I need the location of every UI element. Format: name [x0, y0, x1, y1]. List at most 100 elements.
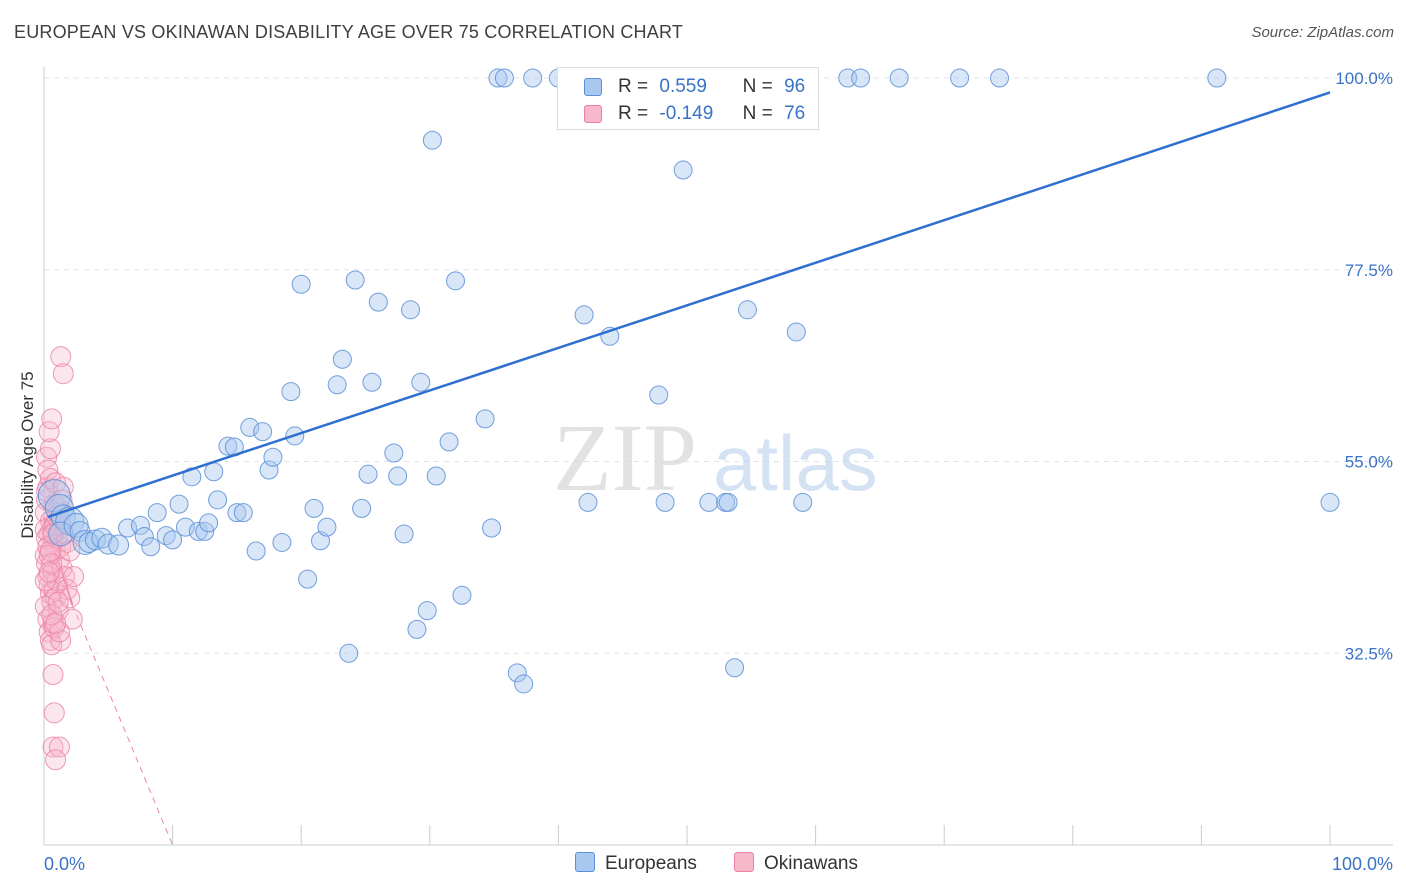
european-point: [384, 443, 404, 463]
okinawan-point: [52, 363, 74, 385]
european-point: [786, 322, 806, 342]
european-point: [655, 492, 675, 512]
correlation-legend: R = 0.559 N = 96 R = -0.149 N = 76: [557, 67, 819, 130]
european-point: [263, 447, 283, 467]
y-tick-label: 55.0%: [1345, 453, 1393, 472]
european-point: [169, 494, 189, 514]
european-point: [507, 663, 527, 683]
okinawan-point: [39, 438, 61, 460]
european-point: [48, 521, 74, 547]
european-point: [737, 300, 757, 320]
european-point: [175, 517, 195, 537]
european-point: [141, 537, 161, 557]
european-point: [439, 432, 459, 452]
europeans-r-label: R =: [618, 76, 649, 97]
okinawans-r-value: -0.149: [659, 103, 714, 124]
okinawan-point: [34, 595, 56, 617]
european-point: [327, 375, 347, 395]
european-point: [182, 467, 202, 487]
okinawan-point: [42, 664, 64, 686]
okinawan-point: [37, 459, 59, 481]
european-point: [134, 526, 154, 546]
european-point: [227, 503, 247, 523]
okinawans-legend-label: Okinawans: [764, 853, 858, 874]
y-tick-label: 100.0%: [1335, 69, 1393, 88]
europeans-points: [37, 68, 1340, 694]
european-point: [332, 349, 352, 369]
european-point: [388, 466, 408, 486]
european-point: [253, 422, 273, 442]
source-label: Source: ZipAtlas.com: [1251, 24, 1394, 41]
chart-title: EUROPEAN VS OKINAWAN DISABILITY AGE OVER…: [14, 22, 684, 42]
european-point: [452, 585, 472, 605]
okinawan-point: [48, 736, 70, 758]
x-tick-label: 0.0%: [44, 854, 85, 874]
okinawan-point: [43, 702, 65, 724]
european-point: [1320, 492, 1340, 512]
european-point: [407, 619, 427, 639]
okinawan-point: [38, 561, 60, 583]
european-point: [514, 674, 534, 694]
okinawans-points: [34, 346, 85, 771]
european-point: [482, 518, 502, 538]
european-point: [218, 436, 238, 456]
european-point: [291, 274, 311, 294]
european-point: [108, 534, 130, 556]
legend-item-europeans[interactable]: Europeans: [575, 852, 697, 875]
european-point: [718, 492, 738, 512]
okinawan-point: [41, 408, 63, 430]
tick-labels: 32.5% 55.0% 77.5% 100.0% 0.0% 100.0%: [44, 69, 1393, 874]
european-point: [204, 462, 224, 482]
european-point: [208, 490, 228, 510]
european-point: [889, 68, 909, 88]
european-point: [417, 601, 437, 621]
european-point: [362, 372, 382, 392]
european-point: [259, 460, 279, 480]
europeans-n-label: N =: [742, 76, 773, 97]
european-point: [699, 492, 719, 512]
european-point: [446, 271, 466, 291]
european-point: [488, 68, 508, 88]
european-point: [298, 569, 318, 589]
europeans-trendline-line: [47, 91, 1331, 519]
y-tick-label: 77.5%: [1345, 261, 1393, 280]
european-point: [233, 503, 253, 523]
european-point: [358, 464, 378, 484]
european-point: [345, 270, 365, 290]
european-point: [673, 160, 693, 180]
european-point: [411, 372, 431, 392]
european-point: [240, 417, 260, 437]
european-point: [793, 492, 813, 512]
okinawan-point: [42, 736, 64, 758]
okinawans-n-label: N =: [742, 103, 773, 124]
europeans-trendline: [47, 91, 1331, 519]
european-point: [199, 513, 219, 533]
european-point: [1207, 68, 1227, 88]
okinawan-point: [56, 578, 78, 600]
watermark-zip: ZIP: [553, 404, 697, 511]
okinawans-legend-swatch: [734, 852, 754, 872]
y-tick-label: 32.5%: [1345, 644, 1393, 663]
okinawan-point: [38, 421, 60, 443]
okinawans-swatch: [584, 105, 602, 123]
okinawan-point: [59, 540, 81, 562]
european-point: [272, 532, 292, 552]
european-point: [950, 68, 970, 88]
legend-item-okinawans[interactable]: Okinawans: [734, 852, 858, 875]
okinawan-point: [63, 566, 85, 588]
okinawan-point: [50, 629, 72, 651]
watermark-atlas: atlas: [713, 419, 878, 507]
european-point: [574, 305, 594, 325]
okinawan-point: [45, 612, 67, 634]
x-tick-label: 100.0%: [1332, 854, 1393, 874]
europeans-n-value: 96: [784, 76, 806, 97]
european-point: [339, 643, 359, 663]
europeans-legend-label: Europeans: [605, 853, 697, 874]
europeans-legend-swatch: [575, 852, 595, 872]
okinawan-point: [61, 608, 83, 630]
european-point: [368, 292, 388, 312]
okinawan-point: [41, 591, 63, 613]
european-point: [989, 68, 1009, 88]
europeans-r-value: 0.559: [659, 76, 707, 97]
